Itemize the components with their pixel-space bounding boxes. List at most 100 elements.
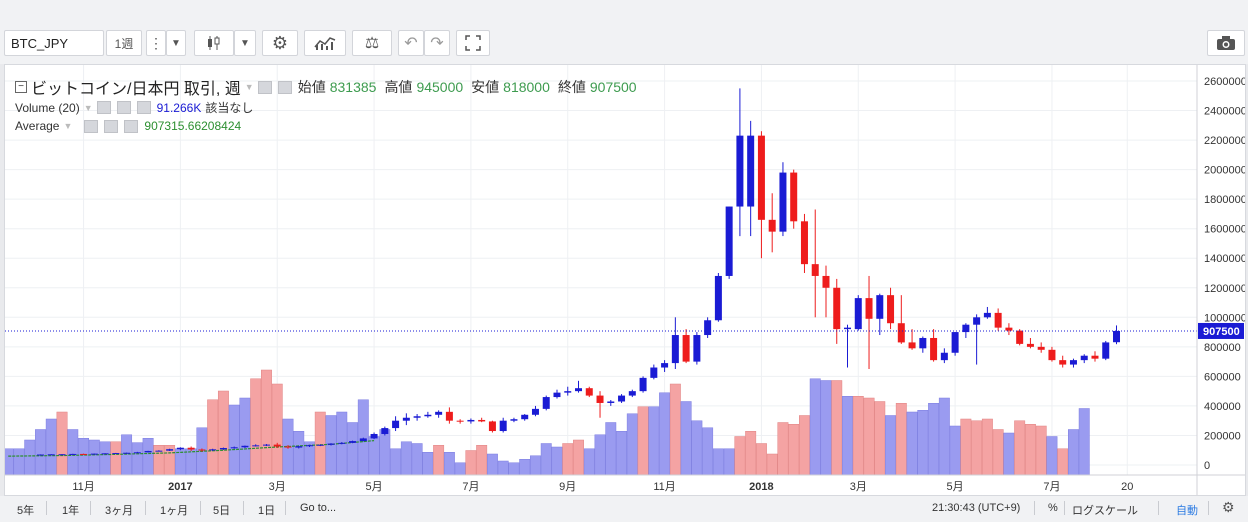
volume-bar bbox=[981, 418, 993, 476]
divider bbox=[200, 501, 201, 515]
candle-body bbox=[1080, 355, 1088, 361]
volume-bar bbox=[13, 448, 25, 476]
more-options-icon[interactable]: ⋮ bbox=[146, 30, 166, 56]
candle-body bbox=[607, 401, 615, 403]
volume-bar bbox=[960, 418, 972, 476]
camera-icon[interactable] bbox=[1207, 30, 1245, 56]
candle-body bbox=[47, 454, 55, 456]
interval-selector[interactable]: 1週 bbox=[106, 30, 142, 56]
candle-body bbox=[1069, 360, 1077, 365]
candle-body bbox=[854, 298, 862, 330]
fullscreen-icon[interactable] bbox=[456, 30, 490, 56]
close-label: 終値 bbox=[557, 79, 586, 95]
volume-bar bbox=[648, 406, 660, 476]
eye-icon[interactable] bbox=[84, 119, 99, 133]
volume-bar bbox=[217, 390, 229, 476]
low-label: 安値 bbox=[471, 79, 500, 95]
volume-bar bbox=[131, 442, 143, 476]
candle-body bbox=[768, 219, 776, 232]
volume-bar bbox=[56, 411, 68, 476]
compare-icon[interactable]: ⚖ bbox=[352, 30, 392, 56]
volume-bar bbox=[1014, 420, 1026, 476]
close-icon[interactable] bbox=[136, 101, 151, 114]
low-value: 818000 bbox=[503, 79, 550, 95]
dropdown-icon[interactable]: ▼ bbox=[166, 30, 186, 56]
volume-bar bbox=[712, 448, 724, 476]
indicators-icon[interactable] bbox=[304, 30, 346, 56]
collapse-icon[interactable]: − bbox=[15, 81, 27, 93]
x-tick-label: 3月 bbox=[269, 481, 286, 493]
candle-body bbox=[757, 135, 765, 220]
candle-body bbox=[822, 275, 830, 288]
y-tick-label: 1400000 bbox=[1204, 253, 1245, 265]
candle-body bbox=[219, 448, 227, 450]
percent-toggle[interactable]: % bbox=[1048, 502, 1058, 514]
candle-body bbox=[58, 454, 66, 456]
dropdown-icon[interactable]: ▼ bbox=[234, 30, 256, 56]
candle-body bbox=[865, 298, 873, 319]
candle-body bbox=[521, 414, 529, 420]
volume-bar bbox=[691, 420, 703, 476]
candle-body bbox=[650, 367, 658, 378]
volume-bar bbox=[723, 448, 735, 476]
range-1m[interactable]: 1ヶ月 bbox=[160, 505, 189, 517]
eye-icon[interactable] bbox=[96, 101, 111, 114]
candle-body bbox=[510, 419, 518, 421]
volume-bar bbox=[1024, 424, 1036, 476]
x-tick-label: 11月 bbox=[653, 481, 675, 493]
candle-body bbox=[639, 377, 647, 392]
y-tick-label: 400000 bbox=[1204, 401, 1241, 413]
range-5d[interactable]: 5日 bbox=[213, 505, 231, 517]
range-3m[interactable]: 3ヶ月 bbox=[105, 505, 134, 517]
volume-bar bbox=[809, 378, 821, 476]
candle-body bbox=[908, 342, 916, 349]
candlestick-icon[interactable] bbox=[194, 30, 234, 56]
candle-body bbox=[940, 352, 948, 361]
dropdown-icon[interactable]: ▼ bbox=[244, 82, 254, 92]
candle-body bbox=[575, 388, 583, 392]
settings-icon[interactable] bbox=[116, 101, 131, 114]
undo-icon[interactable]: ↶ bbox=[398, 30, 424, 56]
candle-body bbox=[273, 444, 281, 447]
divider bbox=[46, 501, 47, 515]
gear-icon[interactable]: ⚙ bbox=[1222, 499, 1235, 515]
redo-icon[interactable]: ↷ bbox=[424, 30, 450, 56]
y-tick-label: 600000 bbox=[1204, 371, 1241, 383]
high-value: 945000 bbox=[416, 79, 464, 95]
chart-area[interactable]: 0 200000 400000 600000 800000 1000000 1200000 1… bbox=[4, 64, 1246, 496]
volume-bar bbox=[45, 418, 57, 476]
dropdown-icon[interactable]: ▼ bbox=[83, 102, 93, 113]
volume-bar bbox=[895, 403, 907, 476]
auto-scale-toggle[interactable]: 自動 bbox=[1176, 505, 1198, 517]
range-1d[interactable]: 1日 bbox=[258, 505, 276, 517]
candle-body bbox=[919, 337, 927, 349]
average-legend: Average ▼ 907315.66208424 bbox=[15, 119, 241, 133]
candle-body bbox=[252, 445, 260, 447]
candle-body bbox=[1016, 330, 1024, 344]
range-5y[interactable]: 5年 bbox=[17, 505, 35, 517]
range-1y[interactable]: 1年 bbox=[62, 505, 80, 517]
dropdown-icon[interactable]: ▼ bbox=[63, 121, 73, 131]
candle-body bbox=[951, 332, 959, 353]
candle-body bbox=[456, 420, 464, 422]
candle-body bbox=[499, 420, 507, 432]
settings-icon[interactable] bbox=[277, 80, 292, 94]
goto-button[interactable]: Go to... bbox=[300, 502, 337, 514]
gear-icon[interactable]: ⚙ bbox=[262, 30, 298, 56]
volume-bar bbox=[250, 378, 262, 476]
candle-body bbox=[833, 287, 841, 330]
close-icon[interactable] bbox=[124, 119, 139, 133]
volume-bar bbox=[551, 446, 563, 476]
volume-bar bbox=[885, 415, 896, 476]
open-value: 831385 bbox=[329, 79, 377, 95]
volume-value: 91.266K bbox=[156, 100, 202, 115]
symbol-input[interactable]: BTC_JPY bbox=[4, 30, 104, 56]
price-chart[interactable]: 0 200000 400000 600000 800000 1000000 1200000 1… bbox=[5, 65, 1245, 495]
eye-icon[interactable] bbox=[257, 80, 272, 94]
candle-body bbox=[316, 444, 324, 446]
clock[interactable]: 21:30:43 (UTC+9) bbox=[932, 502, 1021, 514]
log-scale-toggle[interactable]: ログスケール bbox=[1072, 505, 1138, 517]
settings-icon[interactable] bbox=[104, 119, 119, 133]
candle-body bbox=[306, 445, 314, 447]
volume-bar bbox=[594, 434, 606, 476]
